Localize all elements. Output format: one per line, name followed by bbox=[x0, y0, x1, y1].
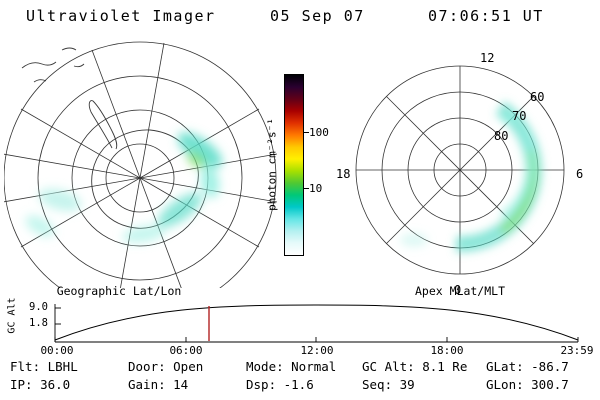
strip-xtick-1200: 12:00 bbox=[300, 344, 334, 357]
status-gain: Gain: 14 bbox=[128, 377, 189, 392]
mlt-label-0: 0 bbox=[454, 283, 461, 296]
strip-ytick-9: 9.0 bbox=[29, 301, 48, 313]
geographic-projection-plot bbox=[4, 41, 278, 288]
status-seq: Seq: 39 bbox=[362, 377, 415, 392]
strip-ytick-18: 1.8 bbox=[29, 317, 48, 329]
mlt-label-12: 12 bbox=[480, 51, 494, 65]
mlat-label-70: 70 bbox=[512, 109, 526, 123]
status-gc-alt: GC Alt: 8.1 Re bbox=[362, 359, 468, 374]
strip-xtick-0600: 06:00 bbox=[169, 344, 203, 357]
mlat-label-60: 60 bbox=[530, 90, 544, 104]
strip-xtick-1800: 18:00 bbox=[430, 344, 464, 357]
apex-plot-caption: Apex MLat/MLT bbox=[414, 284, 505, 298]
status-flt: Flt: LBHL bbox=[10, 359, 78, 374]
geo-aurora-emission bbox=[25, 132, 223, 243]
mlt-label-6: 6 bbox=[576, 167, 583, 181]
apex-projection-plot: 12 18 6 0 60 70 80 bbox=[336, 51, 583, 296]
colorbar-tick-100: 100 bbox=[309, 126, 329, 139]
colorbar-gradient bbox=[284, 74, 304, 256]
colorbar-tickmark-100 bbox=[304, 132, 309, 133]
header-date: 05 Sep 07 bbox=[270, 7, 365, 25]
mlat-label-80: 80 bbox=[494, 129, 508, 143]
status-door: Door: Open bbox=[128, 359, 204, 374]
header-time: 07:06:51 UT bbox=[428, 7, 544, 25]
status-ip: IP: 36.0 bbox=[10, 377, 71, 392]
status-mode: Mode: Normal bbox=[246, 359, 337, 374]
apex-aurora-emission bbox=[400, 101, 542, 253]
gc-alt-curve bbox=[54, 304, 579, 341]
gc-alt-strip-chart bbox=[54, 304, 579, 343]
status-glon: GLon: 300.7 bbox=[486, 377, 569, 392]
apex-labels: 12 18 6 0 60 70 80 bbox=[336, 51, 583, 296]
status-glat: GLat: -86.7 bbox=[486, 359, 569, 374]
strip-xtick-0000: 00:00 bbox=[40, 344, 74, 357]
mlt-label-18: 18 bbox=[336, 167, 350, 181]
app-title: Ultraviolet Imager bbox=[26, 7, 216, 25]
strip-xtick-2359: 23:59 bbox=[560, 344, 594, 357]
status-dsp: Dsp: -1.6 bbox=[246, 377, 314, 392]
geo-plot-caption: Geographic Lat/Lon bbox=[56, 284, 182, 298]
colorbar-label: photon cm⁻²s⁻¹ bbox=[265, 118, 279, 211]
colorbar-tickmark-10 bbox=[304, 188, 309, 189]
colorbar-tick-10: 10 bbox=[309, 182, 323, 195]
geo-grid bbox=[4, 41, 278, 288]
strip-axes bbox=[54, 304, 579, 343]
